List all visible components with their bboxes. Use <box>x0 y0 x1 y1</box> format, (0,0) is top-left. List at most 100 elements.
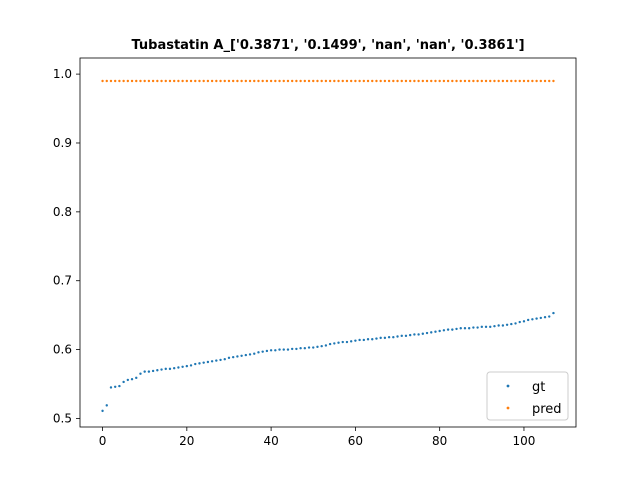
point-pred <box>248 79 252 83</box>
point-pred <box>438 79 441 83</box>
point-gt <box>366 338 370 341</box>
point-gt <box>459 327 462 330</box>
point-pred <box>122 79 125 83</box>
data-points-layer <box>101 79 555 413</box>
point-pred <box>261 79 264 83</box>
point-pred <box>143 79 146 83</box>
point-gt <box>539 316 543 320</box>
point-pred <box>535 79 538 83</box>
point-gt <box>392 335 395 339</box>
point-gt <box>371 338 374 341</box>
point-gt <box>135 376 138 380</box>
point-pred <box>118 79 121 83</box>
point-gt <box>446 328 450 331</box>
point-pred <box>522 79 526 83</box>
point-gt <box>219 358 222 362</box>
point-pred <box>392 79 395 83</box>
point-gt <box>417 333 420 336</box>
point-gt <box>257 351 260 354</box>
point-gt <box>421 332 425 335</box>
point-pred <box>548 79 551 83</box>
point-pred <box>354 79 357 83</box>
point-gt <box>518 320 521 324</box>
point-gt <box>202 361 205 364</box>
point-pred <box>303 79 307 83</box>
point-pred <box>518 79 521 83</box>
series-pred <box>101 79 555 83</box>
point-pred <box>383 79 387 83</box>
legend: gt pred <box>486 371 569 421</box>
point-pred <box>472 79 475 83</box>
point-pred <box>307 79 311 83</box>
point-gt <box>400 334 403 338</box>
point-pred <box>113 79 117 83</box>
point-gt <box>118 384 121 388</box>
point-pred <box>265 79 269 83</box>
point-gt <box>189 364 193 367</box>
point-pred <box>476 79 479 83</box>
point-pred <box>290 79 294 83</box>
point-pred <box>484 79 488 83</box>
point-pred <box>505 79 509 83</box>
point-gt <box>484 325 488 329</box>
point-gt <box>269 349 273 352</box>
point-gt <box>548 315 551 318</box>
y-tick-label: 0.6 <box>53 343 72 357</box>
point-pred <box>160 79 163 83</box>
point-gt <box>387 335 391 339</box>
x-tick-label: 40 <box>263 434 278 448</box>
point-gt <box>126 378 130 382</box>
point-gt <box>383 336 387 340</box>
point-gt <box>113 385 117 388</box>
point-pred <box>489 79 492 83</box>
point-pred <box>198 79 201 83</box>
point-pred <box>147 79 151 83</box>
point-pred <box>539 79 543 83</box>
point-pred <box>417 79 420 83</box>
point-pred <box>299 79 302 83</box>
point-pred <box>286 79 290 83</box>
legend-marker-pred <box>506 406 510 410</box>
point-pred <box>446 79 450 83</box>
point-pred <box>387 79 391 83</box>
point-gt <box>345 340 349 344</box>
point-pred <box>105 79 108 83</box>
point-pred <box>493 79 496 83</box>
plot-frame <box>79 57 577 428</box>
point-pred <box>531 79 534 83</box>
point-pred <box>164 79 167 83</box>
point-gt <box>312 346 315 349</box>
point-pred <box>156 79 159 83</box>
point-pred <box>345 79 349 83</box>
point-gt <box>430 331 433 334</box>
axes: 0 20 40 60 80 100 0.5 0.6 0.7 0.8 0.9 1.0 <box>53 57 577 448</box>
point-gt <box>337 341 340 344</box>
point-gt <box>316 345 319 349</box>
point-gt <box>493 324 496 328</box>
series-gt <box>101 311 555 413</box>
point-pred <box>181 79 184 83</box>
point-gt <box>408 333 412 337</box>
point-pred <box>244 79 248 83</box>
point-pred <box>257 79 260 83</box>
x-tick-label: 80 <box>432 434 447 448</box>
point-gt <box>206 360 210 364</box>
point-pred <box>510 79 513 83</box>
point-pred <box>320 79 323 83</box>
y-tick-label: 0.9 <box>53 136 72 150</box>
point-pred <box>236 79 239 83</box>
point-gt <box>282 348 285 351</box>
x-tick-label: 20 <box>179 434 194 448</box>
point-pred <box>130 79 134 83</box>
point-gt <box>349 340 353 343</box>
point-pred <box>480 79 484 83</box>
point-gt <box>489 325 492 329</box>
point-gt <box>198 362 201 365</box>
point-gt <box>290 347 294 351</box>
point-pred <box>194 79 197 83</box>
point-gt <box>434 330 437 333</box>
point-gt <box>463 327 467 330</box>
point-pred <box>210 79 214 83</box>
point-gt <box>295 347 298 351</box>
